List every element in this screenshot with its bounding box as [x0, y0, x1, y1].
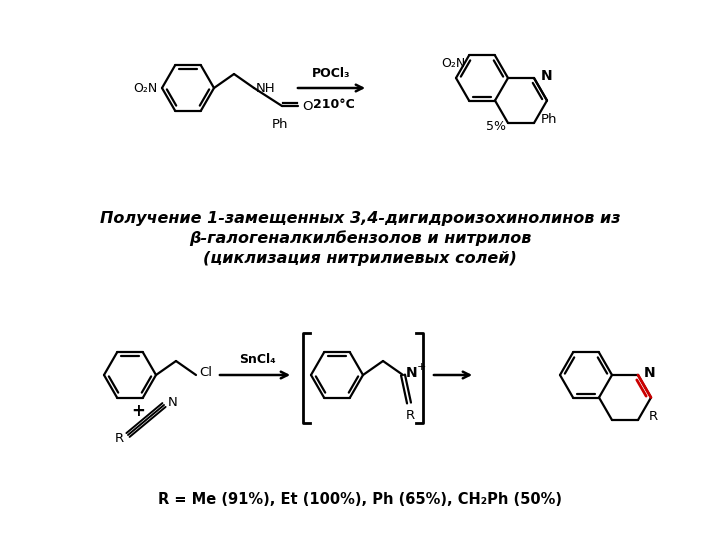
Text: R: R: [649, 409, 657, 422]
Text: Cl: Cl: [199, 367, 212, 380]
Text: Ph: Ph: [541, 112, 557, 125]
Text: O₂N: O₂N: [441, 57, 465, 70]
Text: N: N: [644, 366, 656, 380]
Text: O: O: [302, 99, 312, 112]
Text: β-галогеналкилбензолов и нитрилов: β-галогеналкилбензолов и нитрилов: [189, 230, 531, 246]
Text: Ph: Ph: [271, 118, 288, 131]
Text: SnCl₄: SnCl₄: [239, 353, 275, 366]
Text: Получение 1-замещенных 3,4-дигидроизохинолинов из: Получение 1-замещенных 3,4-дигидроизохин…: [100, 211, 620, 226]
Text: R: R: [115, 431, 124, 444]
Text: N: N: [406, 366, 418, 380]
Text: N: N: [541, 69, 553, 83]
Text: R: R: [405, 409, 415, 422]
Text: NH: NH: [256, 82, 276, 94]
Text: O₂N: O₂N: [134, 82, 158, 94]
Text: +: +: [131, 402, 145, 420]
Text: (циклизация нитрилиевых солей): (циклизация нитрилиевых солей): [203, 251, 517, 266]
Text: 5%: 5%: [486, 120, 506, 133]
Text: POCl₃: POCl₃: [312, 67, 351, 80]
Text: N: N: [168, 395, 178, 408]
Text: +: +: [417, 362, 426, 372]
Text: 210°C: 210°C: [312, 98, 354, 111]
Text: R = Me (91%), Et (100%), Ph (65%), CH₂Ph (50%): R = Me (91%), Et (100%), Ph (65%), CH₂Ph…: [158, 492, 562, 508]
